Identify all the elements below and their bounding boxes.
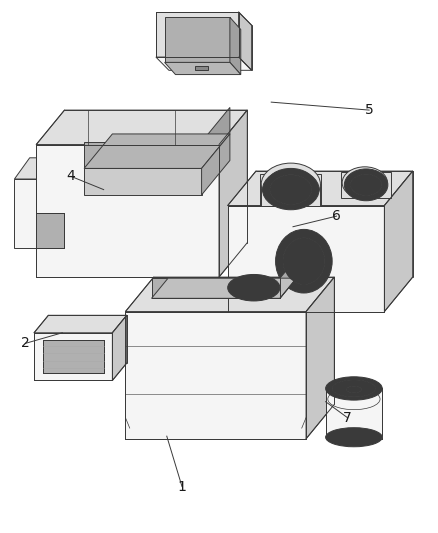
Polygon shape bbox=[84, 168, 201, 195]
Polygon shape bbox=[36, 214, 64, 248]
Ellipse shape bbox=[346, 386, 362, 393]
Polygon shape bbox=[228, 206, 385, 312]
Ellipse shape bbox=[267, 168, 315, 200]
Text: 2: 2 bbox=[21, 336, 30, 350]
Ellipse shape bbox=[350, 174, 382, 196]
Ellipse shape bbox=[325, 427, 382, 447]
Ellipse shape bbox=[276, 229, 332, 293]
Text: 6: 6 bbox=[332, 209, 341, 223]
Ellipse shape bbox=[228, 274, 280, 301]
Polygon shape bbox=[84, 134, 230, 168]
Polygon shape bbox=[341, 172, 391, 198]
Polygon shape bbox=[239, 12, 252, 70]
Ellipse shape bbox=[283, 238, 325, 285]
Ellipse shape bbox=[344, 169, 388, 201]
Polygon shape bbox=[261, 184, 321, 206]
Ellipse shape bbox=[346, 386, 362, 393]
Polygon shape bbox=[325, 389, 382, 439]
Ellipse shape bbox=[261, 163, 321, 206]
Ellipse shape bbox=[347, 171, 382, 195]
Polygon shape bbox=[34, 316, 127, 333]
Polygon shape bbox=[201, 108, 230, 168]
Polygon shape bbox=[165, 17, 230, 62]
Polygon shape bbox=[385, 171, 413, 312]
Polygon shape bbox=[36, 110, 247, 144]
Ellipse shape bbox=[342, 167, 388, 199]
Polygon shape bbox=[219, 110, 247, 277]
Polygon shape bbox=[43, 340, 104, 373]
Ellipse shape bbox=[228, 274, 280, 301]
Ellipse shape bbox=[270, 175, 312, 205]
Ellipse shape bbox=[325, 377, 382, 400]
Polygon shape bbox=[280, 259, 297, 298]
Polygon shape bbox=[152, 278, 280, 298]
Polygon shape bbox=[125, 312, 306, 439]
Ellipse shape bbox=[325, 377, 382, 400]
Text: 7: 7 bbox=[343, 410, 352, 425]
Polygon shape bbox=[14, 179, 53, 248]
Ellipse shape bbox=[350, 174, 382, 196]
Ellipse shape bbox=[344, 169, 388, 201]
Polygon shape bbox=[306, 277, 334, 439]
Ellipse shape bbox=[347, 171, 382, 195]
Ellipse shape bbox=[332, 380, 376, 397]
Text: 5: 5 bbox=[365, 103, 374, 117]
Polygon shape bbox=[228, 171, 413, 206]
Text: 1: 1 bbox=[177, 480, 187, 494]
Polygon shape bbox=[195, 66, 208, 70]
Polygon shape bbox=[14, 158, 69, 179]
Polygon shape bbox=[36, 144, 219, 277]
Ellipse shape bbox=[332, 380, 376, 397]
Polygon shape bbox=[156, 57, 252, 70]
Ellipse shape bbox=[262, 169, 319, 210]
Polygon shape bbox=[125, 277, 334, 312]
Ellipse shape bbox=[267, 168, 315, 200]
Polygon shape bbox=[34, 333, 113, 381]
Polygon shape bbox=[156, 12, 239, 57]
Polygon shape bbox=[84, 142, 201, 168]
Text: 4: 4 bbox=[67, 169, 75, 183]
Ellipse shape bbox=[325, 427, 382, 447]
Polygon shape bbox=[201, 134, 230, 195]
Polygon shape bbox=[165, 62, 241, 75]
Polygon shape bbox=[152, 278, 297, 298]
Ellipse shape bbox=[270, 175, 312, 205]
Polygon shape bbox=[113, 316, 127, 381]
Ellipse shape bbox=[276, 229, 332, 293]
Polygon shape bbox=[230, 17, 241, 75]
Ellipse shape bbox=[283, 238, 325, 285]
Polygon shape bbox=[53, 158, 69, 248]
Polygon shape bbox=[260, 174, 321, 206]
Ellipse shape bbox=[262, 169, 319, 210]
